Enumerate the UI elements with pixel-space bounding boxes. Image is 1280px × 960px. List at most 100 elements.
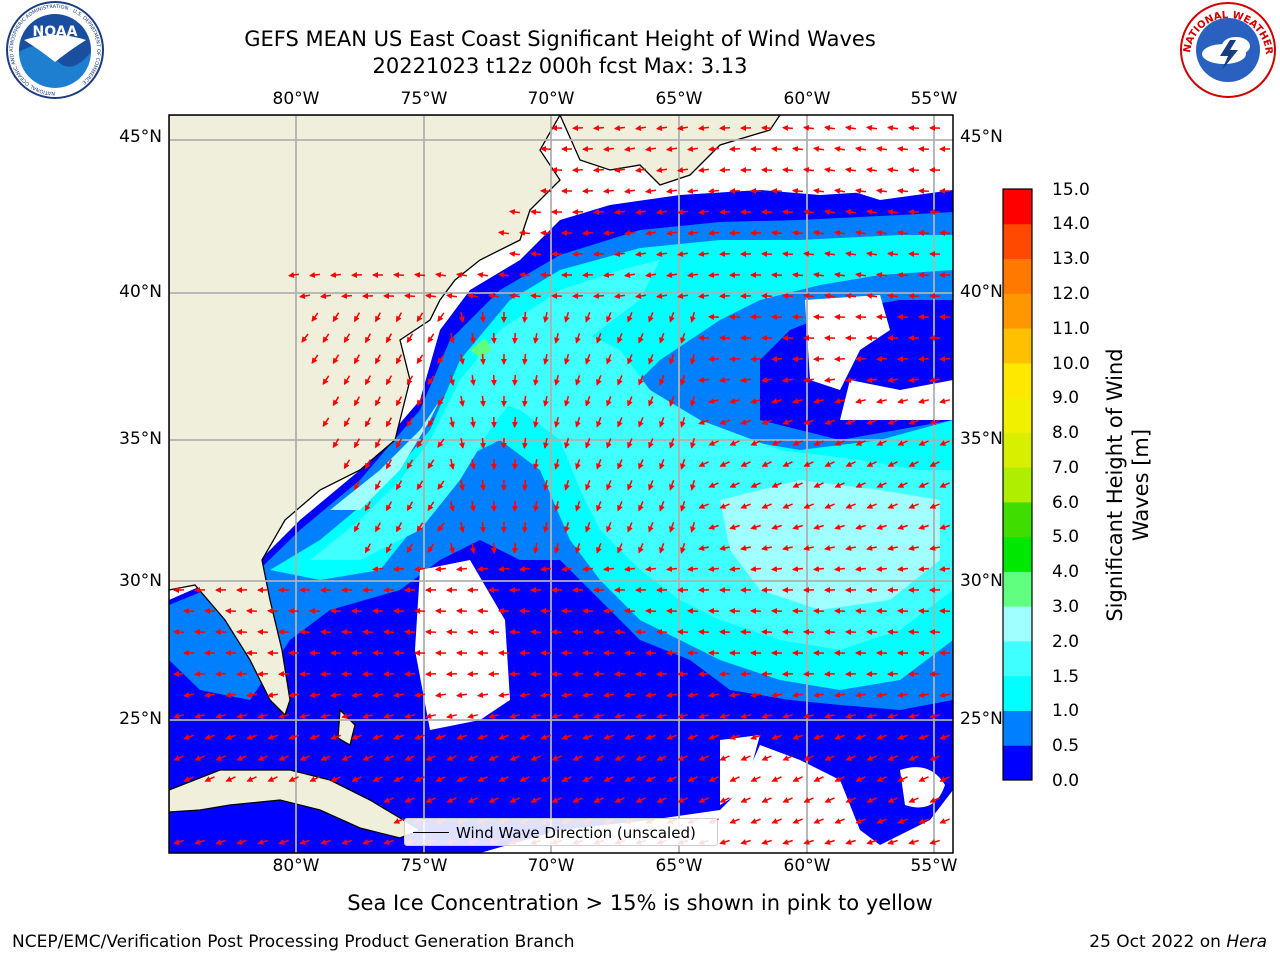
wave-direction-arrow [490,332,497,344]
wave-direction-arrow [729,776,740,782]
wave-direction-arrow [680,542,686,554]
wave-direction-arrow [530,293,541,299]
wave-direction-arrow [708,272,719,278]
wave-direction-arrow [437,354,445,364]
wave-direction-arrow [469,500,476,512]
wave-direction-arrow [469,416,476,428]
wave-direction-arrow [414,734,425,740]
wave-direction-arrow [530,797,541,803]
wave-direction-arrow [257,713,268,719]
wave-direction-arrow [666,146,678,152]
wave-direction-arrow [385,375,393,386]
wave-direction-arrow [855,230,867,236]
wave-direction-arrow [627,312,633,323]
wave-direction-arrow [490,374,497,386]
wave-direction-arrow [596,333,602,344]
wave-direction-arrow [824,545,835,551]
wave-direction-arrow [669,480,675,491]
wave-direction-arrow [435,734,446,740]
wave-direction-arrow [551,713,562,719]
noaa-logo: NOAA NATIONAL OCEANIC AND ATMOSPHERIC AD… [6,1,104,99]
wave-direction-arrow [740,545,751,551]
wave-direction-arrow [782,503,793,509]
wave-direction-arrow [362,755,373,761]
wave-direction-arrow [855,440,866,446]
wave-direction-arrow [876,818,887,824]
wave-direction-arrow [845,377,857,383]
colorbar-segment [1003,640,1032,677]
wave-direction-arrow [855,482,866,488]
wave-direction-arrow [236,713,247,719]
wave-direction-arrow [834,524,845,530]
wave-direction-arrow [669,522,675,533]
wave-direction-arrow [897,482,908,488]
wave-direction-arrow [215,755,226,761]
wave-direction-arrow [659,375,665,386]
wave-direction-arrow [582,734,593,740]
wave-direction-arrow [554,543,560,554]
wave-direction-arrow [845,167,857,173]
wave-direction-arrow [887,545,898,551]
lat-label-25n-right: 25°N [960,709,1003,729]
wave-direction-arrow [459,353,465,365]
wave-direction-arrow [887,209,898,215]
wave-direction-arrow [792,188,803,194]
lon-label-75w-top: 75°W [400,89,448,109]
wave-direction-arrow [322,375,330,386]
wave-direction-arrow [666,230,678,236]
wave-direction-arrow [887,713,898,719]
wave-direction-arrow [719,839,730,845]
wave-direction-arrow [929,755,940,761]
wave-direction-arrow [395,438,403,449]
wave-direction-arrow [299,839,310,845]
wave-direction-arrow [803,419,814,425]
wave-direction-arrow [834,566,845,572]
wave-direction-arrow [564,437,570,449]
wave-direction-arrow [648,522,654,533]
wave-direction-arrow [519,566,530,572]
wave-direction-arrow [519,692,531,698]
wave-direction-arrow [456,734,467,740]
wave-direction-arrow [750,482,761,488]
wave-direction-arrow [750,398,761,404]
wave-direction-arrow [288,272,300,278]
wave-direction-arrow [596,417,602,428]
lat-label-40n-left: 40°N [119,282,162,302]
colorbar-segment [1003,571,1032,607]
wave-direction-arrow [740,839,751,845]
wave-direction-arrow [792,524,803,530]
wave-direction-arrow [708,524,719,530]
wave-direction-arrow [449,332,455,344]
wave-direction-arrow [813,692,825,698]
wave-direction-arrow [813,524,824,530]
wave-direction-arrow [939,818,950,824]
wave-direction-arrow [204,734,215,740]
wave-direction-arrow [824,209,836,215]
wave-direction-arrow [467,797,478,803]
wave-direction-arrow [301,333,309,343]
wave-direction-arrow [813,734,824,740]
wave-direction-arrow [666,692,678,698]
wave-direction-arrow [782,167,793,173]
wave-direction-arrow [351,734,362,740]
wave-direction-arrow [648,480,654,491]
wave-direction-arrow [488,713,499,719]
colorbar-tick: 1.0 [1052,701,1080,721]
wave-direction-arrow [761,755,772,761]
wave-direction-arrow [740,377,752,383]
wave-direction-arrow [803,755,814,761]
wave-direction-arrow [687,230,698,236]
wave-direction-arrow [698,293,709,299]
colorbar-segment [1003,536,1032,572]
wave-direction-arrow [385,543,393,554]
wave-direction-arrow [855,818,866,824]
wave-direction-arrow [887,755,898,761]
wave-direction-arrow [585,522,591,533]
wave-direction-arrow [427,501,435,512]
lon-label-70w-top: 70°W [527,89,575,109]
wave-direction-arrow [183,776,194,782]
wave-direction-arrow [353,312,361,323]
wave-direction-arrow [908,713,919,719]
wave-direction-arrow [855,398,866,404]
wave-direction-arrow [680,500,686,512]
